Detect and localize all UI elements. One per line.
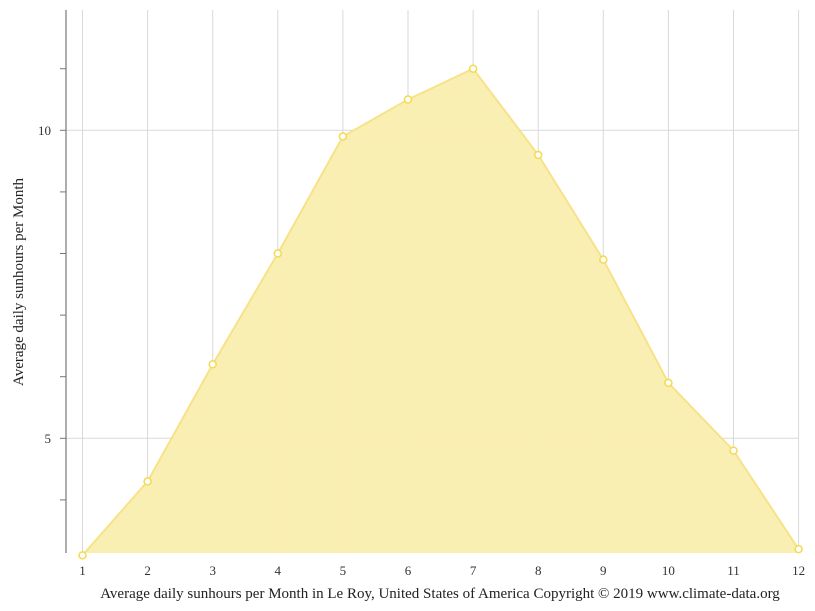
data-point-marker xyxy=(338,132,348,141)
x-tick-label: 10 xyxy=(662,563,675,578)
data-point-marker xyxy=(468,64,478,73)
y-axis-ticks: 10 5 xyxy=(38,68,66,501)
y-tick-label: 5 xyxy=(45,431,52,446)
data-point-marker xyxy=(729,446,738,455)
data-point-marker xyxy=(208,360,217,369)
sunhours-line xyxy=(81,67,800,556)
data-point-marker xyxy=(664,378,673,388)
x-tick-label: 8 xyxy=(535,563,542,578)
x-axis-tick-labels: 1 2 3 4 5 6 7 8 9 10 11 12 xyxy=(79,563,805,578)
chart-caption: Average daily sunhours per Month in Le R… xyxy=(100,586,780,602)
sunhours-area xyxy=(82,68,799,556)
data-point-marker xyxy=(273,249,283,258)
x-tick-label: 5 xyxy=(340,563,347,578)
x-tick-label: 12 xyxy=(792,563,805,578)
data-point-marker xyxy=(143,477,152,486)
x-tick-label: 6 xyxy=(405,563,412,578)
data-point-marker xyxy=(403,95,413,104)
data-point-marker xyxy=(794,544,803,554)
data-point-markers xyxy=(78,64,803,560)
x-tick-label: 3 xyxy=(209,563,216,578)
x-tick-label: 7 xyxy=(470,563,477,578)
x-tick-label: 1 xyxy=(79,563,86,578)
x-tick-label: 9 xyxy=(600,563,607,578)
data-point-marker xyxy=(533,150,543,160)
x-tick-label: 2 xyxy=(144,563,151,578)
y-axis-title: Average daily sunhours per Month xyxy=(11,178,27,387)
data-point-marker xyxy=(599,255,608,264)
x-tick-label: 11 xyxy=(727,563,740,578)
x-tick-label: 4 xyxy=(275,563,282,578)
y-tick-label: 10 xyxy=(38,123,51,138)
data-point-marker xyxy=(78,551,87,560)
